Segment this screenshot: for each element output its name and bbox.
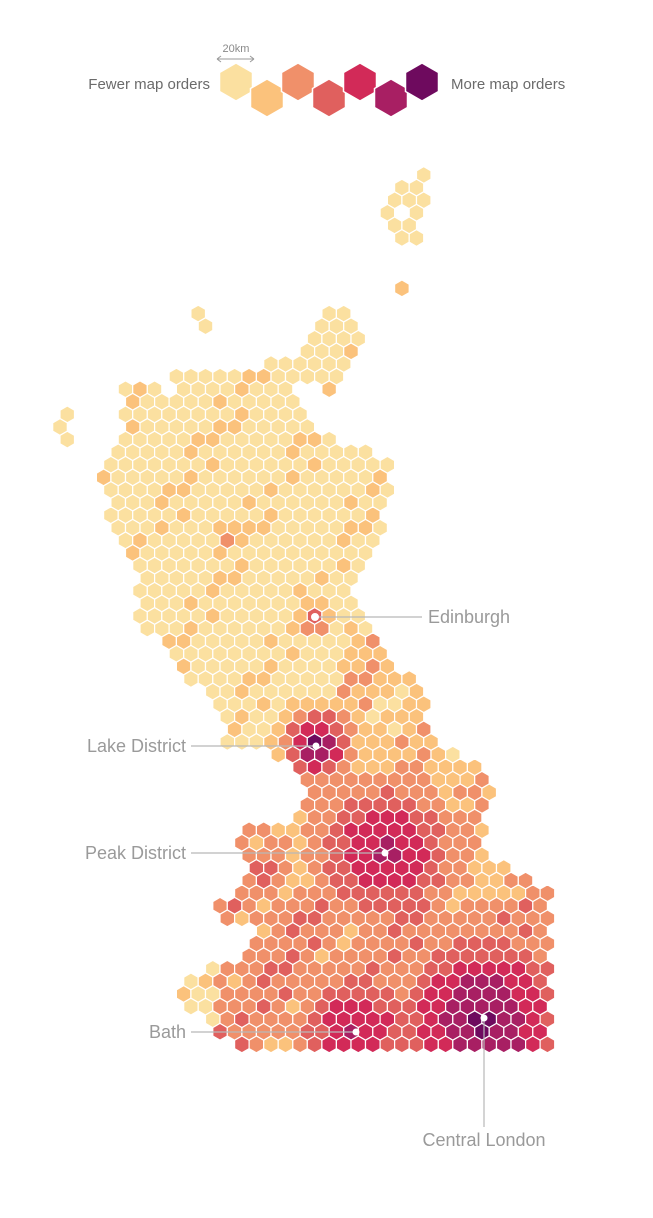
scale-bar: 20km xyxy=(216,43,255,63)
map-hex xyxy=(234,732,250,752)
map-hex xyxy=(299,367,316,386)
map-hex xyxy=(139,619,156,638)
scale-label: 20km xyxy=(223,43,250,55)
map-hex xyxy=(394,228,410,248)
callout-lake-district-label: Lake District xyxy=(87,736,186,756)
map-hex xyxy=(452,1035,468,1054)
legend-swatches xyxy=(218,62,440,118)
callout-central-london: Central London xyxy=(422,1014,546,1150)
map-hex xyxy=(321,380,337,399)
map-hex xyxy=(292,1035,308,1054)
legend-fewer-label: Fewer map orders xyxy=(88,76,210,93)
map-hex xyxy=(423,1035,439,1054)
map-hex xyxy=(350,1035,367,1054)
legend-swatch xyxy=(373,78,409,118)
callout-central-london-label: Central London xyxy=(422,1130,545,1150)
map-hex xyxy=(270,745,287,764)
map-hex xyxy=(183,669,199,689)
legend-swatch xyxy=(311,78,347,118)
map-hex xyxy=(306,1035,323,1054)
map-hex xyxy=(525,1035,541,1054)
legend-swatch xyxy=(280,62,316,102)
map-hex xyxy=(59,430,76,449)
legend-swatch xyxy=(249,78,285,118)
map-hex xyxy=(277,1035,294,1054)
map-hex xyxy=(321,1035,337,1054)
map-hex xyxy=(539,1035,556,1054)
map-hex-grid xyxy=(52,165,556,1054)
legend-swatch xyxy=(404,62,440,102)
map-hex xyxy=(183,997,199,1016)
legend: 20km Fewer map orders More map orders xyxy=(88,43,565,118)
callout-peak-district: Peak District xyxy=(85,843,389,863)
callout-lake-district: Lake District xyxy=(87,736,320,756)
map-hex xyxy=(379,1035,396,1054)
map-hex xyxy=(408,228,425,248)
map-hex xyxy=(248,732,265,752)
map-hex xyxy=(394,1035,410,1054)
map-hex xyxy=(466,1035,483,1054)
callout-edinburgh: Edinburgh xyxy=(311,607,510,627)
map-hex xyxy=(234,1035,250,1054)
map-hex xyxy=(219,909,236,928)
callouts: Edinburgh Lake District Peak District Ba… xyxy=(85,607,546,1150)
map-hex xyxy=(248,1035,265,1054)
legend-more-label: More map orders xyxy=(451,76,565,93)
map-hex xyxy=(197,317,214,336)
map-hex xyxy=(234,909,250,928)
map-hex xyxy=(394,279,410,298)
legend-swatch xyxy=(342,62,378,102)
map-hex xyxy=(335,1035,352,1054)
callout-bath-label: Bath xyxy=(149,1022,186,1042)
map-hex xyxy=(219,732,236,752)
callout-edinburgh-label: Edinburgh xyxy=(428,607,510,627)
map-hex xyxy=(408,1035,425,1054)
map-hex xyxy=(510,1035,527,1054)
map-hex xyxy=(495,1035,512,1054)
map-hex xyxy=(364,1035,381,1054)
map-hex xyxy=(263,1035,279,1054)
legend-swatch xyxy=(218,62,254,102)
map-hex xyxy=(437,1035,454,1054)
callout-peak-district-label: Peak District xyxy=(85,843,186,863)
callout-bath: Bath xyxy=(149,1022,360,1042)
